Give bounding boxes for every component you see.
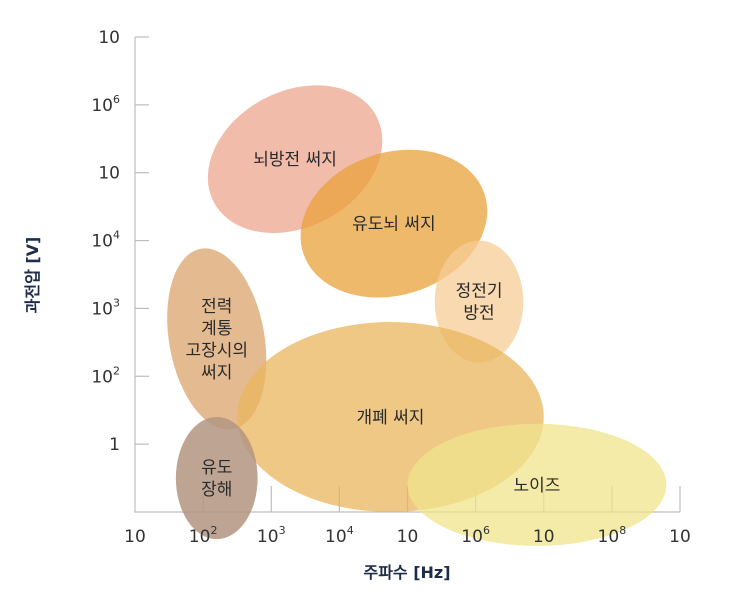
y-tick-label: 1 — [109, 435, 120, 455]
region-label-3: 방전 — [463, 304, 494, 324]
region-label-2: 계통 — [201, 319, 232, 339]
region-ellipse-2 — [167, 248, 267, 430]
region-label-1: 유도뇌 써지 — [352, 215, 436, 235]
x-tick-label: 10 — [669, 527, 691, 547]
region-label-3: 정전기 — [456, 282, 503, 302]
region-label-6: 유도 — [201, 458, 232, 478]
x-tick-label: 106 — [461, 524, 490, 547]
region-label-0: 뇌방전 써지 — [253, 150, 337, 170]
tick-label-layer: 10 106 10 104 103 102 1 10 102 103 104 10 106 10 108 10 — [91, 28, 690, 547]
x-tick-label: 103 — [257, 524, 286, 547]
y-tick-label: 10 — [98, 164, 120, 184]
region-label-2: 전력 — [201, 297, 232, 317]
region-label-5: 노이즈 — [513, 476, 560, 496]
region-label-2: 써지 — [201, 363, 232, 383]
y-tick-label: 102 — [91, 364, 120, 387]
region-label-6: 장해 — [201, 480, 232, 500]
region-layer — [167, 85, 667, 546]
region-ellipse-1 — [300, 149, 488, 298]
region-label-4: 개폐 써지 — [356, 408, 424, 428]
x-tick-label: 10 — [533, 527, 555, 547]
y-tick-label: 10 — [98, 28, 120, 48]
x-tick-label: 104 — [325, 524, 354, 547]
y-tick-label: 104 — [91, 229, 120, 252]
region-ellipse-6 — [175, 417, 258, 540]
y-tick-label: 106 — [91, 93, 120, 116]
x-tick-label: 10 — [397, 527, 419, 547]
x-tick-label: 102 — [189, 524, 218, 547]
y-axis-title: 과전압 [V] — [23, 237, 42, 314]
x-axis-title: 주파수 [Hz] — [363, 563, 450, 582]
x-tick-label: 10 — [124, 527, 146, 547]
region-label-2: 고장시의 — [185, 341, 248, 361]
x-tick-label: 108 — [598, 524, 627, 547]
region-ellipse-5 — [407, 423, 667, 546]
y-tick-label: 103 — [91, 296, 120, 319]
